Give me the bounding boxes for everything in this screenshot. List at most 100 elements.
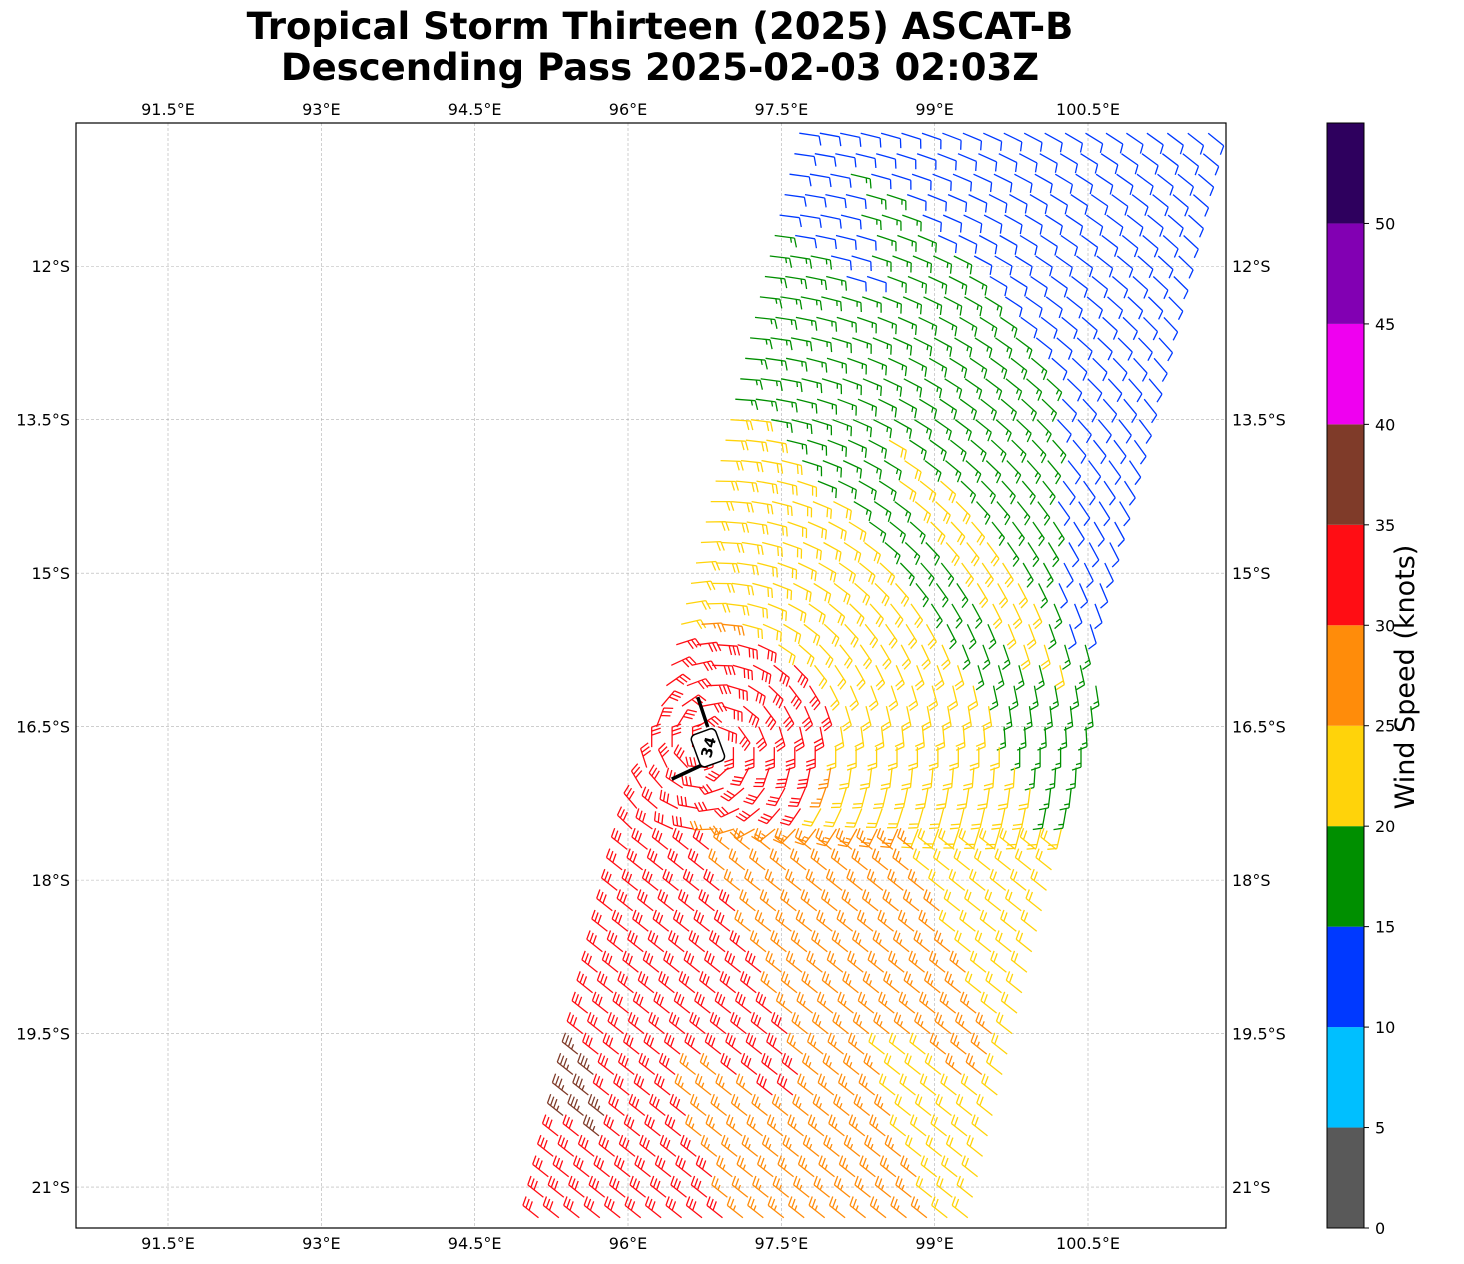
wind-barb (983, 767, 995, 791)
wind-barb (671, 815, 694, 830)
wind-barb (835, 234, 857, 250)
wind-barb (953, 848, 971, 871)
wind-barb (1020, 644, 1031, 671)
wind-barb (728, 848, 746, 871)
wind-barb (836, 909, 854, 932)
wind-barb (773, 664, 790, 687)
wind-barb (1038, 787, 1052, 811)
wind-barb (600, 868, 618, 891)
wind-barb (792, 500, 813, 518)
wind-barb (857, 398, 878, 417)
wind-barb (1109, 542, 1120, 568)
title-line-2: Descending Pass 2025-02-03 02:03Z (280, 46, 1040, 89)
wind-barb (1122, 316, 1138, 341)
wind-barb (966, 1134, 984, 1157)
wind-barb (1117, 337, 1133, 361)
wind-barb (766, 521, 788, 537)
wind-barb (895, 665, 905, 691)
wind-barb (788, 685, 802, 710)
wind-barb (861, 296, 882, 313)
wind-barb (809, 787, 827, 808)
wind-barb (918, 398, 938, 419)
wind-barb (1032, 603, 1043, 630)
wind-barb (838, 562, 857, 584)
wind-barb (844, 623, 859, 648)
wind-barb (751, 1093, 768, 1117)
wind-barb (915, 1175, 933, 1198)
wind-barb (899, 1073, 916, 1096)
wind-barb (954, 930, 971, 953)
wind-barb (985, 971, 1002, 994)
wind-barb (901, 706, 912, 732)
wind-barb (895, 582, 910, 607)
wind-barb (801, 808, 822, 827)
wind-barb (801, 1052, 819, 1076)
wind-barb (823, 541, 842, 562)
wind-barb (955, 501, 971, 525)
wind-barb (775, 316, 798, 330)
wind-barb (1073, 521, 1085, 547)
wind-barb (1202, 153, 1220, 176)
wind-barb (576, 971, 594, 994)
wind-barb (871, 255, 892, 272)
wind-barb (699, 1052, 717, 1076)
wind-barb (694, 801, 719, 813)
wind-barb (708, 848, 725, 871)
wind-barb (847, 357, 867, 375)
wind-barb (1152, 194, 1169, 217)
wind-barb (1100, 153, 1119, 175)
wind-barb (770, 930, 787, 953)
wind-barb (790, 930, 808, 953)
wind-barb (833, 1175, 851, 1198)
wind-barb (1172, 194, 1189, 217)
wind-barb (902, 296, 923, 315)
wind-barb (911, 173, 932, 191)
wind-barb (551, 1073, 569, 1096)
wind-barb (636, 889, 654, 912)
wind-barb (1068, 542, 1080, 568)
wind-barb (1113, 439, 1127, 465)
wind-barb (949, 808, 965, 830)
wind-barb (912, 255, 933, 274)
wind-barb (761, 1134, 779, 1157)
wind-barb (689, 1093, 707, 1117)
wind-barb (532, 1155, 549, 1178)
wind-barb (990, 1032, 1008, 1055)
wind-barb (613, 1073, 630, 1096)
wind-barb (1034, 173, 1053, 194)
wind-barb (781, 1052, 799, 1076)
wind-barb (897, 316, 918, 335)
wind-barb (933, 337, 953, 357)
wind-barb (1000, 909, 1017, 932)
wind-barb (959, 316, 978, 337)
wind-barb (632, 909, 649, 932)
wind-barb (611, 909, 629, 932)
wind-barb (1020, 909, 1038, 932)
wind-barb (910, 1196, 928, 1219)
wind-barb (1121, 153, 1139, 175)
wind-barb (874, 1175, 892, 1198)
wind-barb (592, 1073, 610, 1096)
wind-barb (914, 1093, 932, 1117)
wind-barb (871, 848, 889, 871)
wind-barb (1183, 235, 1199, 259)
wind-barb (883, 971, 900, 994)
wind-barb (826, 275, 848, 291)
wind-barb (950, 1114, 968, 1137)
wind-barb (1009, 194, 1028, 214)
wind-barb (706, 602, 731, 613)
wind-barb (809, 173, 832, 188)
colorbar-tick-label: 20 (1375, 817, 1395, 836)
wind-barb (833, 501, 852, 521)
wind-barb (1157, 255, 1174, 279)
wind-barb (898, 398, 918, 419)
lon-tick-label-top: 96°E (609, 100, 647, 119)
wind-barb (956, 1175, 974, 1198)
wind-barb (755, 991, 773, 1014)
wind-barb (960, 480, 977, 504)
wind-barb (921, 132, 942, 150)
wind-barb (811, 1012, 829, 1035)
wind-barb (968, 868, 986, 891)
wind-barb (914, 1012, 931, 1035)
wind-barb (868, 685, 879, 711)
